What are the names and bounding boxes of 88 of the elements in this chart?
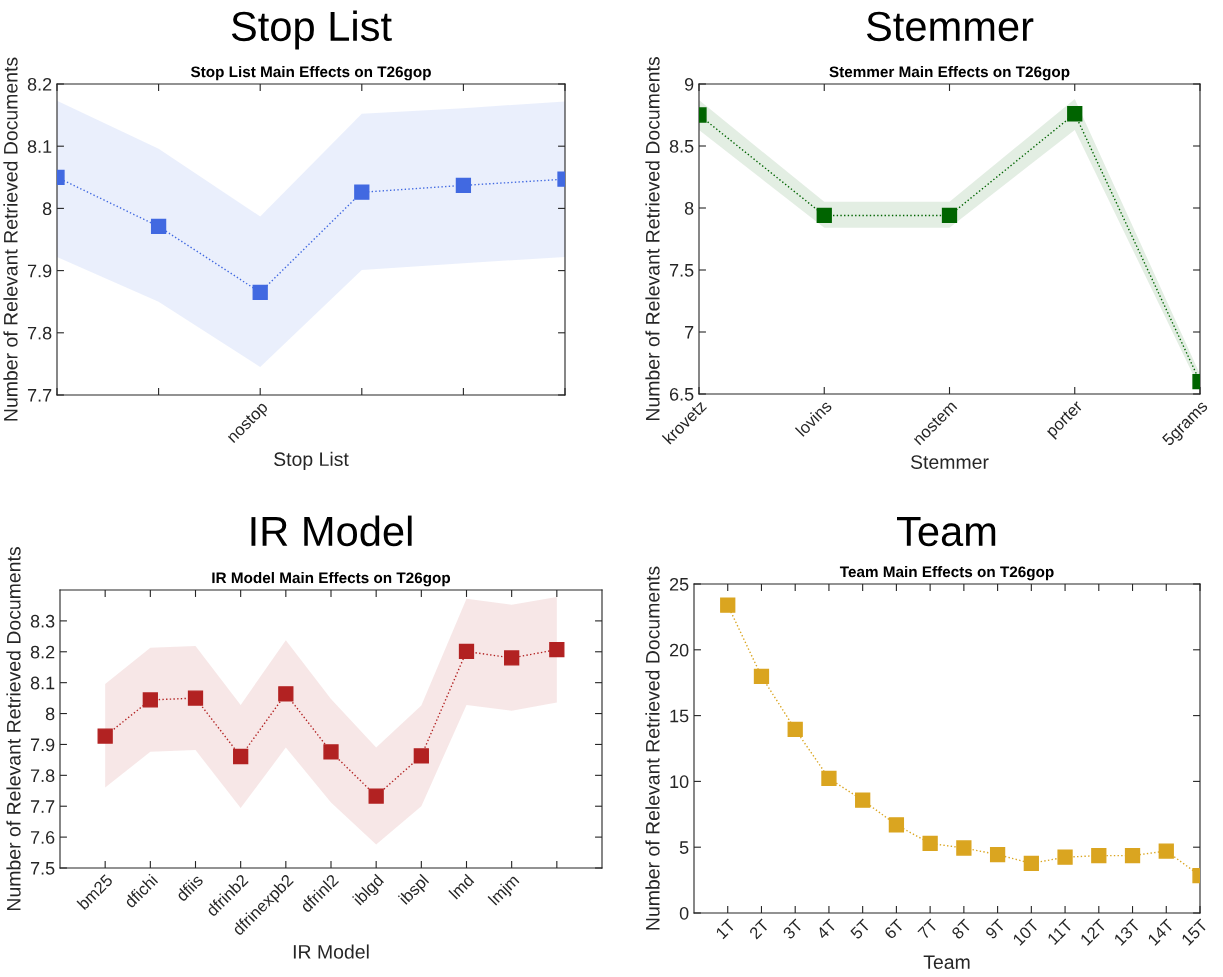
point: [354, 184, 370, 200]
point: [1091, 847, 1107, 864]
y-tick-label: 25: [669, 577, 689, 591]
y-axis-title: Number of Relevant Retrieved Documents: [645, 566, 660, 930]
point: [1124, 847, 1141, 864]
y-tick-label: 8.3: [30, 614, 55, 628]
y-tick-label: 8: [42, 202, 52, 216]
x-tick-label: 11T: [1046, 918, 1074, 945]
chart-title: Stop List: [231, 10, 392, 50]
y-tick-label: 15: [670, 709, 689, 723]
x-tick-label: 5T: [849, 918, 872, 940]
point: [1023, 855, 1039, 872]
chart-subtitle: Stemmer Main Effects on T26gop: [829, 65, 1070, 81]
point: [1158, 843, 1174, 859]
x-tick-label: 2T: [748, 918, 770, 940]
x-axis-title: Team: [923, 955, 970, 969]
y-tick-label: 7.5: [30, 862, 55, 875]
point: [368, 788, 384, 804]
point: [821, 770, 837, 787]
y-tick-label: 8.2: [27, 77, 52, 91]
y-tick-label: 0: [679, 906, 689, 920]
x-tick-label: 3T: [782, 918, 804, 940]
y-tick-label: 7.8: [27, 326, 52, 340]
point: [252, 284, 268, 301]
point: [97, 728, 113, 744]
y-tick-label: 20: [669, 643, 689, 657]
x-tick-label: 1T: [715, 918, 737, 940]
x-tick-label: dfiis: [175, 873, 204, 902]
y-tick-label: 10: [670, 775, 689, 789]
y-tick-label: 7.7: [30, 800, 55, 813]
point: [922, 835, 938, 852]
y-tick-label: 7: [685, 326, 694, 339]
chart-title: IR Model: [251, 515, 412, 547]
point: [888, 817, 905, 833]
y-tick-label: 9: [684, 77, 694, 91]
y-tick-label: 8: [684, 201, 694, 215]
point: [233, 748, 249, 765]
chart-subtitle: Stop List Main Effects on T26gop: [190, 65, 431, 81]
chart-title: Team: [897, 517, 996, 547]
y-tick-label: 8.1: [30, 676, 55, 690]
chart-title: Stemmer: [866, 11, 1034, 42]
point: [956, 840, 972, 856]
point: [720, 597, 736, 613]
point: [413, 748, 429, 764]
y-tick-label: 7.5: [669, 264, 694, 277]
x-tick-label: lmd: [448, 873, 475, 900]
x-axis-title: Stop List: [274, 451, 349, 470]
x-tick-label: 15T: [1181, 918, 1209, 946]
point: [753, 668, 770, 685]
point: [187, 690, 204, 706]
chart-subtitle: Team Main Effects on T26gop: [839, 565, 1054, 581]
point: [941, 207, 958, 224]
point: [278, 686, 294, 702]
y-tick-label: 7.6: [30, 831, 55, 844]
y-tick-label: 5: [679, 841, 689, 854]
y-tick-label: 8.1: [27, 140, 52, 153]
point: [855, 792, 871, 808]
y-tick-label: 7.7: [27, 389, 52, 402]
x-axis-title: IR Model: [293, 944, 369, 959]
point: [787, 721, 803, 738]
x-tick-label: 10T: [1012, 918, 1040, 946]
point: [989, 846, 1006, 863]
x-tick-label: 7T: [917, 918, 939, 940]
y-axis-title: Number of Relevant Retrieved Documents: [645, 57, 660, 421]
y-tick-label: 8.5: [669, 139, 694, 153]
x-tick-label: 8T: [950, 918, 973, 940]
x-tick-label: 14T: [1147, 918, 1175, 946]
y-tick-label: 8: [45, 707, 55, 721]
point: [504, 650, 520, 666]
y-axis-title: Number of Relevant Retrieved Documents: [3, 57, 18, 421]
point: [458, 643, 475, 660]
x-tick-label: 12T: [1079, 918, 1108, 946]
x-tick-label: 9T: [984, 918, 1006, 940]
x-tick-label: 6T: [883, 918, 905, 940]
x-axis-title: Stemmer: [910, 455, 989, 469]
y-tick-label: 8.2: [30, 645, 55, 659]
y-tick-label: 6.5: [669, 387, 694, 401]
point: [1057, 849, 1073, 865]
point: [549, 641, 565, 658]
point: [142, 692, 158, 708]
y-axis-title: Number of Relevant Retrieved Documents: [6, 547, 21, 911]
point: [323, 744, 339, 760]
x-tick-label: 4T: [815, 918, 838, 940]
chart-subtitle: IR Model Main Effects on T26gop: [212, 571, 451, 587]
y-tick-label: 7.8: [30, 769, 55, 783]
x-tick-label: 13T: [1113, 918, 1141, 946]
y-tick-label: 7.9: [27, 264, 52, 278]
y-tick-label: 7.9: [30, 738, 55, 752]
